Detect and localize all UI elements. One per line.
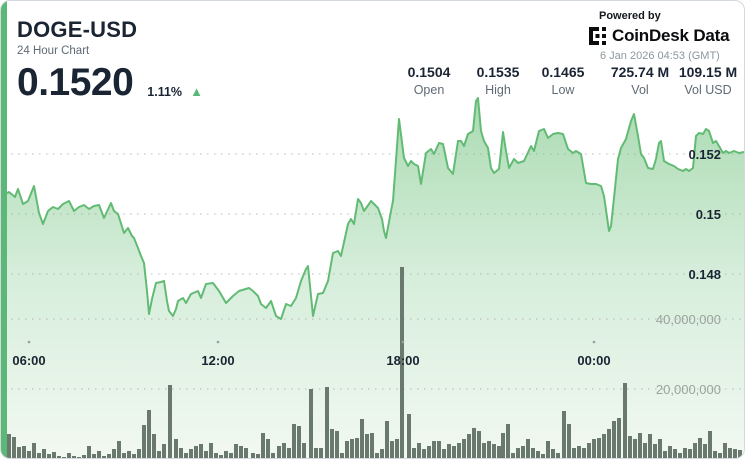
stat-volume-value: 725.74 M [610, 64, 670, 80]
stat-high-label: High [485, 83, 511, 97]
gridlines [11, 153, 741, 390]
volume-bars [2, 267, 742, 458]
powered-by-block: Powered by CoinDesk Data 6 Jan 2026 04:5… [589, 10, 730, 62]
stat-volume-usd-label: Vol USD [684, 83, 732, 97]
header: DOGE-USD 24 Hour Chart 0.1520 1.11% ▲ [17, 17, 203, 102]
y-axis-price-label-0152: 0.152 [688, 147, 721, 162]
coindesk-logo: CoinDesk Data [589, 26, 730, 46]
stat-low-value: 0.1465 [541, 64, 585, 80]
accent-bar [1, 1, 7, 458]
stat-volume-usd-value: 109.15 M [678, 64, 738, 80]
stat-high-value: 0.1535 [476, 64, 520, 80]
chart-range-subtitle: 24 Hour Chart [17, 45, 90, 57]
coindesk-logo-icon [589, 27, 606, 45]
y-axis-price-label-015: 0.15 [695, 207, 721, 222]
powered-by-label: Powered by [599, 10, 661, 22]
x-axis-label-1800: 18:00 [386, 353, 420, 368]
x-axis-label-0600: 06:00 [12, 353, 46, 368]
stat-volume: 725.74 M Vol [611, 64, 669, 97]
coindesk-logo-text: CoinDesk Data [612, 26, 730, 45]
stat-low: 0.1465 Low [542, 64, 585, 97]
stat-open-value: 0.1504 [407, 64, 451, 80]
stat-low-label: Low [551, 83, 575, 97]
stat-open: 0.1504 Open [408, 64, 451, 97]
current-price: 0.1520 [17, 61, 134, 104]
stat-high: 0.1535 High [477, 64, 520, 97]
x-axis-label-1200: 12:00 [201, 353, 235, 368]
y-axis-volume-label-20m: 20,000,000 [655, 382, 721, 397]
chart-timestamp: 6 Jan 2026 04:53 (GMT) [600, 50, 720, 62]
price-line [1, 97, 744, 320]
axis-tick-dots [27, 340, 596, 344]
stat-volume-label: Vol [631, 83, 649, 97]
stat-open-label: Open [413, 83, 445, 97]
stat-volume-usd: 109.15 M Vol USD [679, 64, 737, 97]
price-row: 0.1520 1.11% ▲ [17, 63, 203, 102]
change-percent: 1.11% [147, 85, 183, 99]
y-axis-volume-label-40m: 40,000,000 [655, 312, 721, 327]
x-axis-label-0000: 00:00 [577, 353, 611, 368]
price-area [1, 98, 744, 458]
price-up-icon: ▲ [190, 84, 203, 100]
pair-title: DOGE-USD [17, 17, 138, 42]
y-axis-price-label-0148: 0.148 [688, 267, 721, 282]
